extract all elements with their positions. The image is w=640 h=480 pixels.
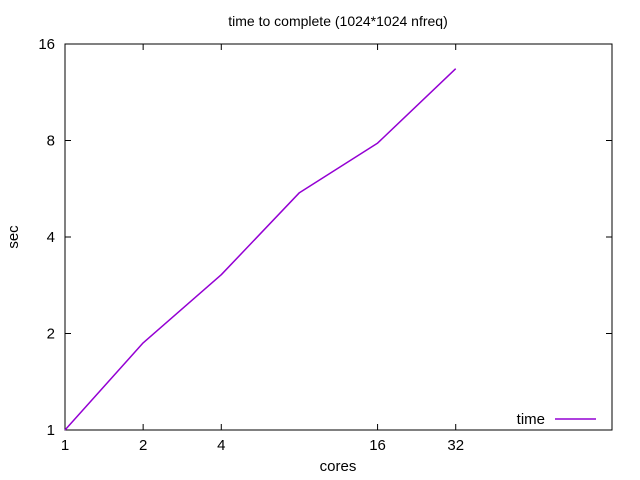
y-axis-label: sec — [5, 225, 22, 249]
y-tick-label: 1 — [47, 422, 55, 439]
legend: time — [517, 411, 596, 428]
x-axis: 1 2 4 16 32 — [61, 44, 464, 454]
series-line-time — [64, 68, 457, 431]
y-tick-label: 4 — [47, 229, 55, 246]
x-tick-label: 1 — [61, 437, 69, 454]
x-tick-label: 4 — [217, 437, 225, 454]
y-axis: 1 2 4 8 16 — [38, 36, 612, 439]
series-layer — [64, 68, 457, 431]
y-tick-label: 16 — [38, 36, 55, 53]
chart-title: time to complete (1024*1024 nfreq) — [228, 13, 447, 29]
x-tick-label: 2 — [139, 437, 147, 454]
legend-label-time: time — [517, 411, 545, 428]
plot-frame — [64, 43, 613, 431]
y-tick-label: 2 — [47, 326, 55, 343]
x-tick-label: 32 — [447, 437, 464, 454]
x-axis-label: cores — [320, 458, 357, 475]
x-tick-label: 16 — [369, 437, 386, 454]
y-tick-label: 8 — [47, 133, 55, 150]
